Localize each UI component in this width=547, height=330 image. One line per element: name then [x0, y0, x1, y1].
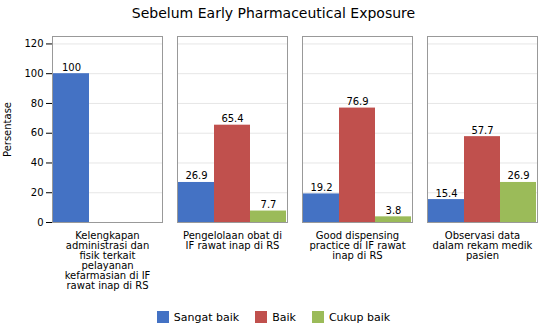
svg-text:19.2: 19.2 [310, 182, 332, 193]
html-text:Sangat baik: Sangat baik [173, 310, 240, 324]
html-text:Sebelum Early Pharmaceutical E: Sebelum Early Pharmaceutical Exposure [131, 5, 416, 21]
svg-text:Observasi datadalam rekam medi: Observasi datadalam rekam medikpasien [433, 230, 533, 261]
svg-text:7.7: 7.7 [261, 199, 277, 210]
svg-text:60: 60 [31, 127, 44, 138]
svg-text:120: 120 [24, 38, 43, 49]
svg-text:100: 100 [24, 68, 43, 79]
html-text:Cukup baik: Cukup baik [328, 310, 391, 324]
svg-text:100: 100 [62, 62, 81, 73]
svg-text:20: 20 [31, 187, 44, 198]
svg-text:Kelengkapanadministrasi danfis: Kelengkapanadministrasi danfisik terkait… [65, 230, 151, 291]
svg-text:3.8: 3.8 [386, 205, 402, 216]
svg-text:76.9: 76.9 [346, 96, 368, 107]
svg-text:0: 0 [37, 217, 43, 228]
html-text:Baik: Baik [272, 310, 296, 324]
svg-text:65.4: 65.4 [221, 113, 243, 124]
svg-text:Good dispensingpractice di IF: Good dispensingpractice di IF rawatinap … [309, 230, 405, 261]
svg-text:26.9: 26.9 [185, 170, 207, 181]
svg-text:26.9: 26.9 [507, 170, 529, 181]
svg-text:80: 80 [31, 98, 44, 109]
svg-text:57.7: 57.7 [471, 125, 493, 136]
svg-text:Persentase: Persentase [2, 102, 13, 157]
svg-text:40: 40 [31, 157, 44, 168]
svg-text:Pengelolaan obat diIF rawat in: Pengelolaan obat diIF rawat inap di RS [183, 230, 282, 251]
svg-text:15.4: 15.4 [435, 188, 457, 199]
